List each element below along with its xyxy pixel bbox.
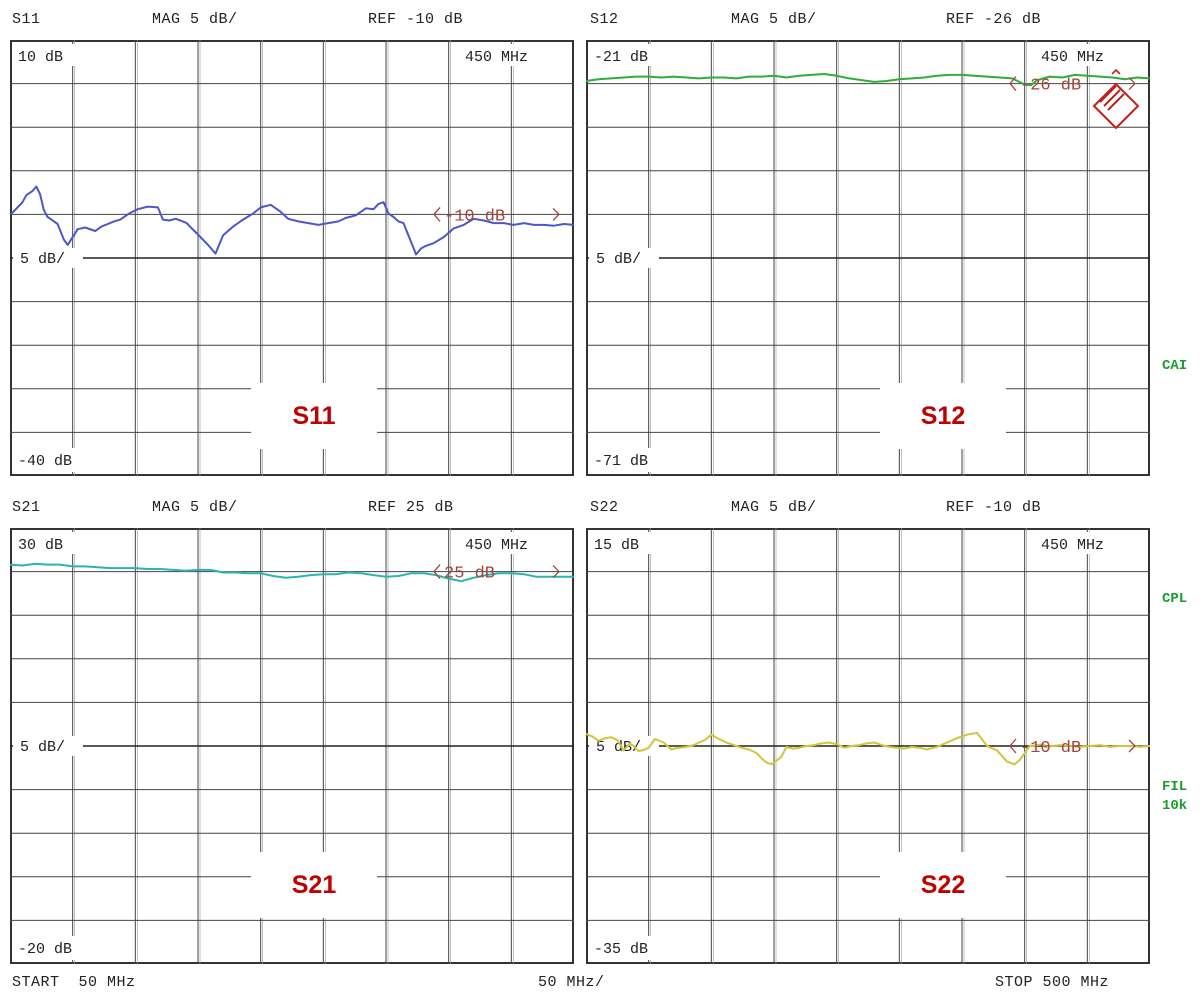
s21-tag: S21 xyxy=(251,852,377,918)
reference-marker-label: 25 dB xyxy=(444,565,495,584)
reference-marker-arrow xyxy=(1009,738,1017,754)
s21-scale: MAG 5 dB/ xyxy=(152,499,238,516)
division-scale-label: 5 dB/ xyxy=(596,251,641,268)
reference-marker-label: -26 dB xyxy=(1020,77,1081,96)
s22-scale: MAG 5 dB/ xyxy=(731,499,817,516)
frequency-per-division: 50 MHz/ xyxy=(538,974,605,991)
s12-scale: MAG 5 dB/ xyxy=(731,11,817,28)
instrument-logo-icon xyxy=(1092,68,1140,130)
marker-frequency-label: 450 MHz xyxy=(1041,537,1104,554)
reference-marker-arrow xyxy=(433,206,441,222)
reference-marker-label: -10 dB xyxy=(444,207,505,226)
s11-title: S11 xyxy=(12,11,41,28)
s12-panel: -21 dB 450 MHz -71 dB 5 dB/ -26 dB xyxy=(585,40,1151,476)
division-scale-label: 5 dB/ xyxy=(20,739,65,756)
s22-reference: REF -10 dB xyxy=(946,499,1042,516)
reference-marker-label: -10 dB xyxy=(1020,739,1081,758)
s22-panel: 15 dB 450 MHz -35 dB 5 dB/-10 dB xyxy=(585,528,1151,964)
reference-marker-arrow-right xyxy=(552,207,560,221)
s12-title: S12 xyxy=(590,11,619,28)
reference-marker-arrow xyxy=(433,564,441,580)
trace-line xyxy=(9,185,575,256)
trace-line xyxy=(9,562,574,583)
s12-tag: S12 xyxy=(880,383,1006,449)
s22-tag: S22 xyxy=(880,852,1006,918)
trace-line xyxy=(585,731,1151,766)
fil-label: FIL xyxy=(1162,779,1188,795)
s21-panel: 30 dB 450 MHz -20 dB 5 dB/25 dB xyxy=(9,528,574,964)
s22-title: S22 xyxy=(590,499,619,516)
fil-value: 10k xyxy=(1162,798,1188,814)
bottom-scale-label: -71 dB xyxy=(594,453,648,470)
s11-tag: S11 xyxy=(251,383,377,449)
cpl-label: CPL xyxy=(1162,591,1188,607)
reference-marker-arrow-right xyxy=(1128,77,1136,91)
bottom-scale-label: -35 dB xyxy=(594,941,648,958)
s11-reference: REF -10 dB xyxy=(368,11,464,28)
bottom-scale-label: -20 dB xyxy=(18,941,72,958)
marker-frequency-label: 450 MHz xyxy=(465,537,528,554)
s22-plot: 15 dB 450 MHz-35 dB5 dB/-10 dB xyxy=(585,528,1151,964)
reference-marker-arrow-right xyxy=(552,565,560,579)
marker-frequency-label: 450 MHz xyxy=(465,49,528,66)
bottom-scale-label: -40 dB xyxy=(18,453,72,470)
s12-reference: REF -26 dB xyxy=(946,11,1042,28)
trace-line xyxy=(585,73,1151,87)
division-scale-label: 5 dB/ xyxy=(20,251,65,268)
reference-marker-arrow-right xyxy=(1128,739,1136,753)
s21-reference: REF 25 dB xyxy=(368,499,454,516)
cal-label: CAI xyxy=(1162,358,1188,374)
top-scale-label: 30 dB xyxy=(18,537,63,554)
reference-marker-arrow xyxy=(1009,76,1017,92)
s21-title: S21 xyxy=(12,499,41,516)
stop-frequency: STOP 500 MHz xyxy=(995,974,1110,991)
s12-plot: -21 dB 450 MHz -71 dB 5 dB/ -26 dB xyxy=(585,40,1151,476)
start-frequency: START 50 MHz xyxy=(12,974,136,991)
top-scale-label: 10 dB xyxy=(18,49,63,66)
s11-scale: MAG 5 dB/ xyxy=(152,11,238,28)
marker-frequency-label: 450 MHz xyxy=(1041,49,1104,66)
s21-plot: 30 dB 450 MHz -20 dB 5 dB/25 dB xyxy=(9,528,574,964)
top-scale-label: 15 dB xyxy=(594,537,639,554)
top-scale-label: -21 dB xyxy=(594,49,648,66)
